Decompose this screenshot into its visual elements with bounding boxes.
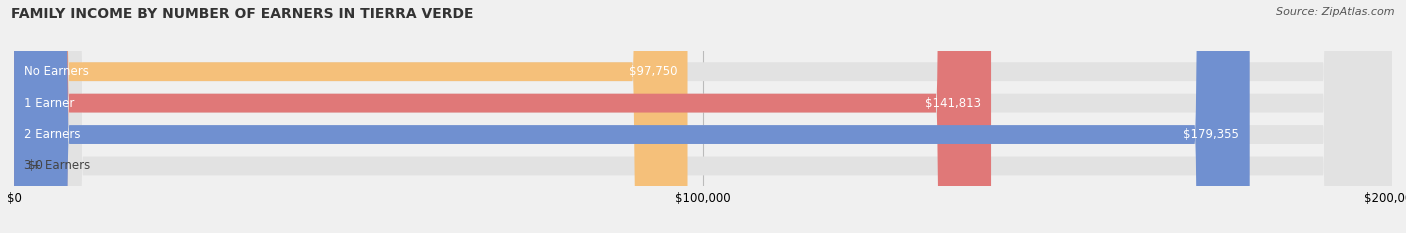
Text: $97,750: $97,750 [628, 65, 678, 78]
Text: $179,355: $179,355 [1184, 128, 1239, 141]
Text: FAMILY INCOME BY NUMBER OF EARNERS IN TIERRA VERDE: FAMILY INCOME BY NUMBER OF EARNERS IN TI… [11, 7, 474, 21]
FancyBboxPatch shape [14, 0, 688, 233]
FancyBboxPatch shape [14, 0, 991, 233]
Text: 1 Earner: 1 Earner [24, 97, 75, 110]
FancyBboxPatch shape [14, 0, 1392, 233]
FancyBboxPatch shape [14, 0, 1392, 233]
Text: $141,813: $141,813 [925, 97, 981, 110]
Text: 3+ Earners: 3+ Earners [24, 159, 90, 172]
Text: $0: $0 [28, 159, 42, 172]
FancyBboxPatch shape [14, 0, 1392, 233]
FancyBboxPatch shape [14, 0, 1250, 233]
Text: Source: ZipAtlas.com: Source: ZipAtlas.com [1277, 7, 1395, 17]
Text: 2 Earners: 2 Earners [24, 128, 82, 141]
Text: No Earners: No Earners [24, 65, 89, 78]
FancyBboxPatch shape [14, 0, 1392, 233]
